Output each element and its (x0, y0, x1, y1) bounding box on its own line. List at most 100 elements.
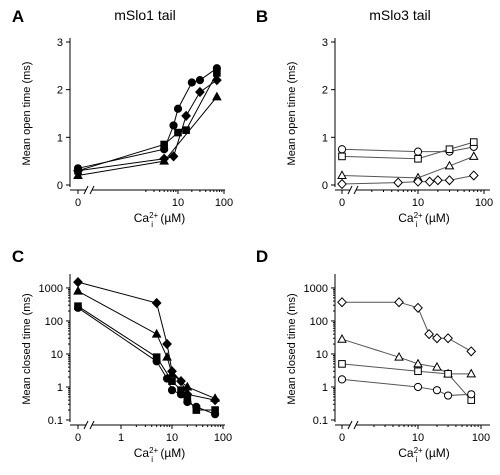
series-circle (73, 303, 220, 419)
y-tick-label: 1 (322, 382, 328, 394)
data-point-triangle (337, 333, 347, 343)
series-diamond (73, 277, 220, 406)
data-point-diamond (181, 110, 191, 122)
data-point-diamond (466, 346, 477, 357)
data-point-circle (337, 145, 347, 154)
data-point-triangle (444, 160, 455, 170)
x-axis-label: Ca2+ i (µM) (398, 211, 450, 229)
series-diamond (73, 75, 222, 176)
panel-letter: B (256, 7, 268, 26)
data-point-circle (73, 303, 83, 312)
panel-title: mSlo3 tail (369, 7, 430, 23)
axis-break-mark (347, 185, 353, 195)
y-tick-label: 2 (57, 85, 63, 97)
data-point-diamond (168, 151, 179, 162)
data-point-circle (176, 390, 186, 399)
data-point-triangle (73, 285, 83, 295)
y-tick-label: 0 (57, 180, 63, 192)
x-tick-label: 100 (215, 197, 233, 209)
y-tick-label: 10 (51, 349, 63, 361)
data-point-diamond (394, 297, 404, 308)
data-point-triangle (73, 170, 83, 179)
series-line (341, 155, 474, 179)
data-point-diamond (162, 338, 172, 350)
data-point-triangle (212, 91, 222, 101)
data-point-diamond (424, 328, 434, 340)
x-tick-label: 100 (472, 432, 490, 444)
data-point-diamond (73, 277, 83, 288)
data-point-triangle (167, 368, 177, 378)
x-tick-label: 10 (412, 432, 424, 444)
y-tick-label: 100 (45, 316, 63, 328)
axis-break-mark (83, 185, 89, 195)
y-tick-label: 100 (310, 316, 328, 328)
x-tick-label: 0 (339, 197, 345, 209)
data-point-circle (173, 104, 183, 113)
x-tick-label: 0 (339, 432, 345, 444)
data-point-circle (192, 402, 201, 411)
y-axis-label: Mean open time (ms) (286, 62, 298, 166)
axis-break-mark (353, 185, 359, 195)
x-axis-label: Ca2+ i (µM) (134, 446, 186, 464)
series-line (77, 290, 216, 399)
series-triangle (73, 91, 222, 179)
y-tick-label: 1 (57, 382, 63, 394)
y-tick-label: 3 (57, 37, 63, 49)
data-point-square (445, 145, 454, 154)
data-point-circle (413, 147, 423, 156)
data-point-triangle (394, 351, 404, 361)
data-point-diamond (424, 176, 435, 187)
y-tick-label: 3 (322, 37, 328, 49)
series-circle (337, 375, 476, 400)
data-point-circle (195, 76, 205, 85)
data-point-triangle (432, 361, 442, 371)
series-line (341, 141, 474, 160)
data-point-circle (337, 375, 347, 384)
y-tick-label: 1 (322, 132, 328, 144)
data-point-triangle (159, 155, 170, 165)
data-point-diamond (432, 333, 442, 344)
data-point-diamond (393, 177, 404, 188)
data-point-circle (432, 386, 442, 395)
series-line (341, 338, 472, 375)
panel-title: mSlo1 tail (114, 7, 175, 23)
axis-break-mark (353, 420, 359, 430)
series-line (77, 79, 218, 172)
y-axis-label: Mean closed time (ms) (21, 293, 33, 404)
panel-letter: A (12, 7, 24, 26)
x-tick-label: 10 (172, 197, 184, 209)
panel-letter: C (12, 247, 24, 266)
data-point-circle (187, 78, 196, 87)
series-line (341, 378, 472, 397)
data-point-square (469, 138, 478, 146)
x-tick-label: 0 (75, 432, 81, 444)
data-point-square (338, 152, 346, 161)
series-diamond (337, 170, 479, 190)
y-axis-label: Mean open time (ms) (21, 62, 33, 166)
series-line (341, 174, 474, 185)
data-point-triangle (466, 368, 477, 378)
data-point-circle (443, 391, 453, 400)
series-diamond (337, 297, 477, 357)
axis-break-mark (83, 420, 89, 430)
data-point-circle (169, 121, 178, 130)
series-square (74, 69, 221, 175)
data-point-diamond (444, 175, 455, 186)
data-point-triangle (182, 381, 193, 391)
data-point-diamond (443, 333, 453, 344)
panel-letter: D (256, 247, 268, 266)
data-point-circle (413, 382, 423, 392)
data-point-triangle (337, 170, 347, 179)
x-tick-label: 1 (118, 432, 124, 444)
data-point-circle (152, 357, 161, 366)
data-point-diamond (337, 297, 347, 308)
data-point-diamond (195, 86, 205, 98)
series-line (77, 67, 218, 169)
x-tick-label: 10 (166, 432, 178, 444)
axis-break-mark (89, 420, 95, 430)
data-point-diamond (211, 75, 222, 86)
y-tick-label: 1000 (304, 283, 328, 295)
series-triangle (73, 285, 220, 402)
panel-c: C 0.1 1 10 100 1000 Mean closed time (ms) 0 1 10 1… (12, 247, 232, 464)
